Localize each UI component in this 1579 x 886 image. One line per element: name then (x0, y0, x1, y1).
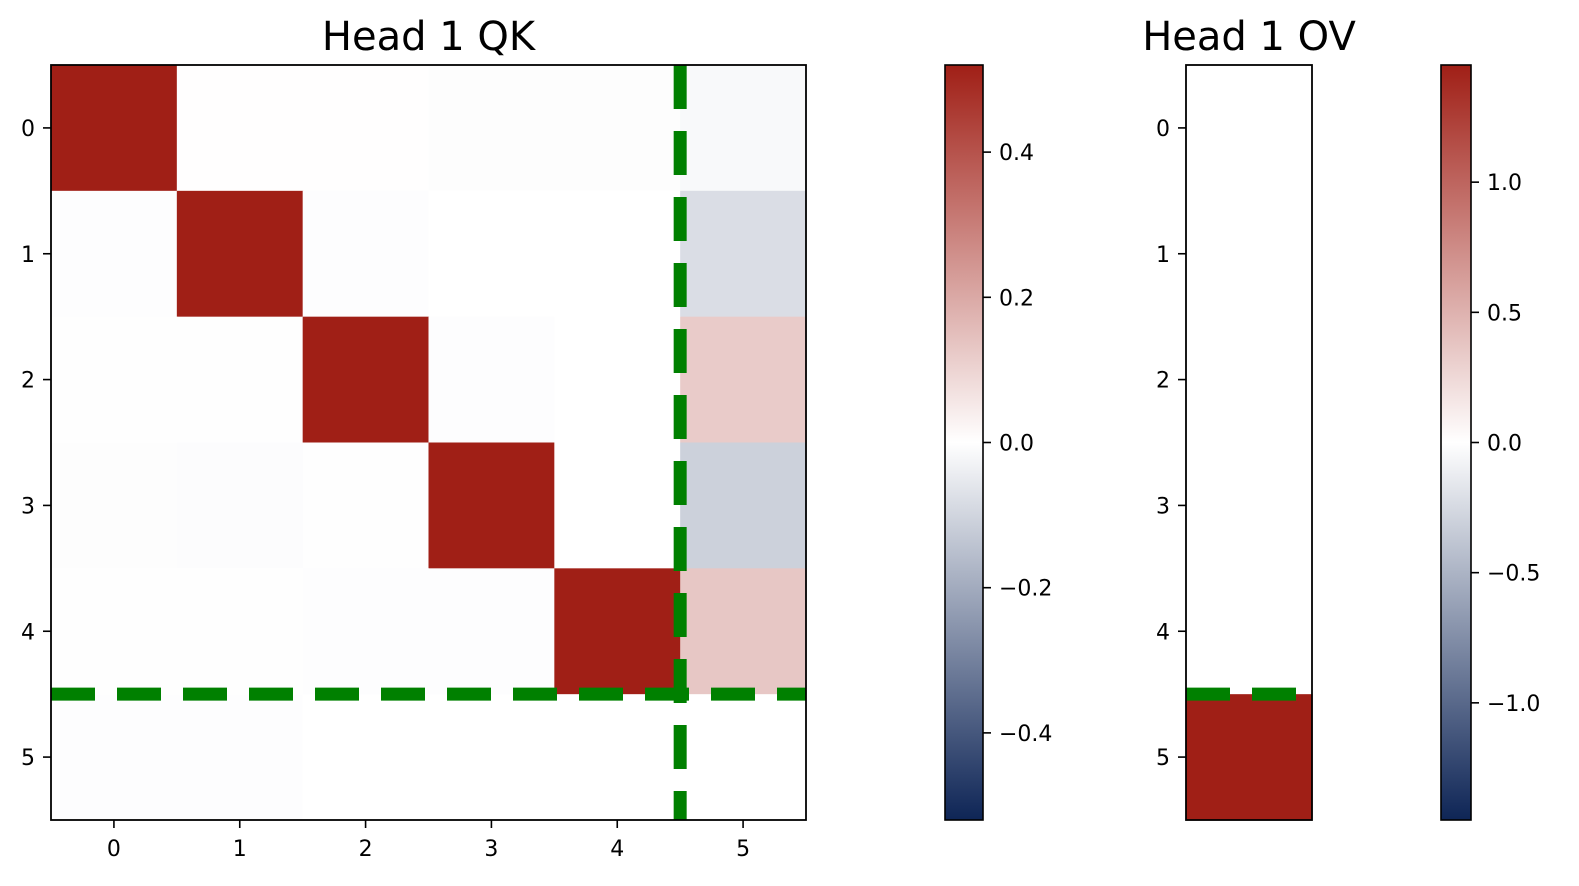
x-tick-label: 2 (359, 837, 373, 862)
heatmap-cell (554, 442, 681, 569)
heatmap-cell (302, 568, 430, 695)
x-tick-label: 5 (736, 837, 750, 862)
heatmap-cell (51, 190, 178, 318)
x-tick-label: 0 (107, 837, 121, 862)
plot-frame (50, 64, 807, 821)
heatmap-cell (1186, 568, 1313, 695)
colorbar-tick-label: −0.2 (999, 577, 1052, 602)
heatmap-cell (554, 316, 681, 444)
heatmap-cell (554, 694, 681, 821)
x-tick-label: 1 (233, 837, 247, 862)
plot-frame (1185, 64, 1313, 821)
qk-heatmap: 0 1 2 3 4 5 0 1 2 3 4 5 (21, 64, 807, 862)
heatmap-cell (302, 442, 430, 569)
y-tick-label: 0 (21, 117, 35, 142)
heatmap-cell (680, 442, 807, 569)
colorbar-gradient (1441, 65, 1471, 820)
heatmap-cell (428, 190, 555, 318)
heatmap-cell (1186, 694, 1313, 821)
y-tick-label: 5 (1156, 746, 1170, 771)
heatmap-cell (302, 316, 430, 444)
heatmap-cell (302, 190, 430, 318)
heatmap-cell (51, 694, 178, 821)
y-tick-label: 2 (21, 369, 35, 394)
ov-title: Head 1 OV (1142, 14, 1356, 60)
y-tick-label: 0 (1156, 117, 1170, 142)
heatmap-cell (680, 190, 807, 318)
colorbar-tick-label: 0.2 (999, 286, 1034, 311)
heatmap-cell (554, 568, 681, 695)
heatmap-cell (176, 568, 304, 695)
colorbar-gradient (945, 65, 983, 820)
heatmap-cell (176, 65, 304, 192)
ov-heatmap: 0 1 2 3 4 5 (1156, 64, 1313, 821)
colorbar-tick-label: −0.4 (999, 722, 1052, 747)
heatmap-cell (428, 442, 555, 569)
heatmap-cell (428, 316, 555, 444)
colorbar-tick-label: −1.0 (1487, 692, 1540, 717)
qk-title: Head 1 QK (322, 14, 537, 60)
y-tick-label: 3 (1156, 494, 1170, 519)
y-tick-label: 2 (1156, 369, 1170, 394)
qk-colorbar: 0.4 0.2 0.0 −0.2 −0.4 (944, 64, 1052, 821)
heatmap-cell (680, 65, 807, 192)
heatmap-cell (176, 694, 304, 821)
y-tick-label: 1 (21, 243, 35, 268)
colorbar-tick-label: 0.4 (999, 141, 1034, 166)
y-tick-label: 1 (1156, 243, 1170, 268)
heatmap-cell (1186, 316, 1313, 444)
heatmap-cell (302, 65, 430, 192)
colorbar-tick-label: 0.0 (999, 432, 1034, 457)
heatmap-cell (51, 316, 178, 444)
heatmap-cell (176, 316, 304, 444)
heatmap-cell (554, 65, 681, 192)
colorbar-tick-label: 0.5 (1487, 301, 1522, 326)
y-tick-label: 4 (21, 620, 35, 645)
heatmap-cell (680, 568, 807, 695)
heatmap-cell (428, 694, 555, 821)
heatmap-cell (680, 694, 807, 821)
heatmap-cell (428, 568, 555, 695)
colorbar-tick-label: −0.5 (1487, 562, 1540, 587)
heatmap-cell (51, 65, 178, 192)
heatmap-cell (302, 694, 430, 821)
heatmap-cell (1186, 65, 1313, 192)
heatmap-cell (51, 568, 178, 695)
heatmap-cell (51, 442, 178, 569)
y-tick-label: 5 (21, 746, 35, 771)
heatmap-cell (176, 190, 304, 318)
y-tick-label: 4 (1156, 620, 1170, 645)
heatmap-cell (176, 442, 304, 569)
heatmap-cell (554, 190, 681, 318)
colorbar-tick-label: 1.0 (1487, 171, 1522, 196)
y-tick-label: 3 (21, 494, 35, 519)
heatmap-cell (1186, 442, 1313, 569)
heatmap-cell (428, 65, 555, 192)
colorbar-tick-label: 0.0 (1487, 432, 1522, 457)
x-tick-label: 4 (610, 837, 624, 862)
heatmap-cell (680, 316, 807, 444)
x-tick-label: 3 (484, 837, 498, 862)
ov-colorbar: 1.0 0.5 0.0 −0.5 −1.0 (1440, 64, 1540, 821)
heatmap-cell (1186, 190, 1313, 318)
